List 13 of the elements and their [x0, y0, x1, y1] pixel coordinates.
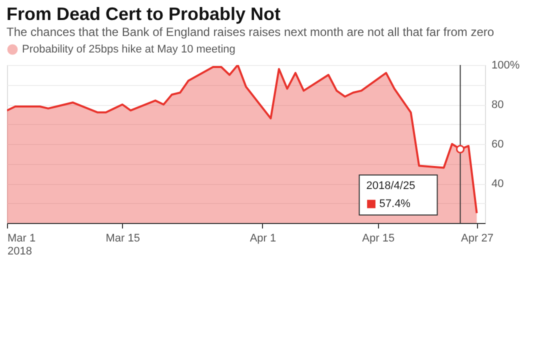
legend-label: Probability of 25bps hike at May 10 meeting	[22, 44, 236, 56]
chart-subtitle: The chances that the Bank of England raises raises next month are not all that far from zero	[6, 25, 494, 39]
x-tick-label: Apr 27	[461, 232, 494, 244]
x-tick-label: Apr 1	[250, 232, 276, 244]
y-tick-label: 40	[492, 178, 504, 190]
y-tick-label: 80	[492, 99, 504, 111]
x-tick-label: Mar 15	[106, 232, 140, 244]
annotation: 2018/4/25 57.4%	[366, 180, 416, 210]
x-tick-label: Apr 15	[362, 232, 395, 244]
y-tick-label: 100%	[492, 60, 520, 72]
chart-title: From Dead Cert to Probably Not	[6, 4, 281, 24]
y-tick-label: 60	[492, 138, 504, 150]
x-tick-label: Mar 1 2018	[8, 232, 36, 258]
